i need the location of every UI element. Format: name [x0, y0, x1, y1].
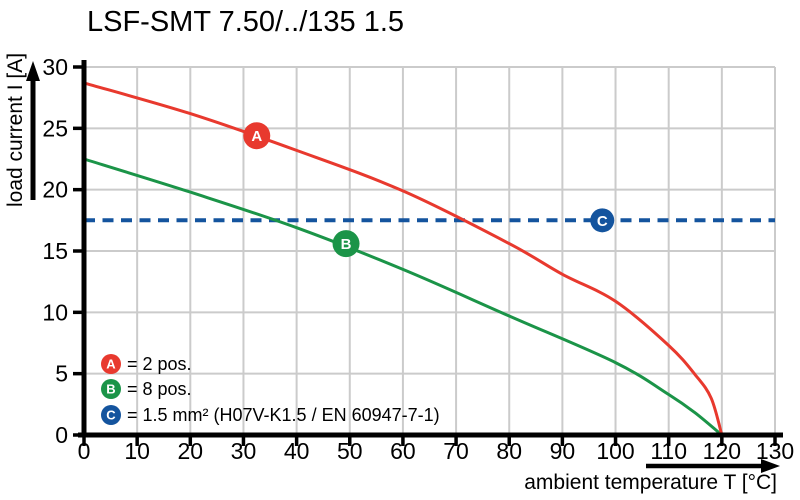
legend-label-c: = 1.5 mm² (H07V-K1.5 / EN 60947-7-1) [127, 405, 440, 425]
y-tick-label: 30 [42, 54, 68, 80]
tick-labels: 0 10 20 30 40 50 60 70 80 90 100 110 120 130051015202… [42, 54, 794, 464]
legend-item-c: C = 1.5 mm² (H07V-K1.5 / EN 60947-7-1) [101, 405, 440, 425]
x-tick-label: 70 [443, 438, 469, 464]
x-tick-label: 110 [650, 438, 687, 464]
x-tick-label: 120 [703, 438, 741, 464]
y-tick-label: 25 [42, 115, 68, 141]
y-tick-label: 20 [42, 177, 68, 203]
legend-label-a: = 2 pos. [127, 354, 192, 374]
legend-marker-c-letter: C [106, 408, 116, 423]
marker-c-letter: C [597, 213, 608, 230]
x-tick-label: 60 [390, 438, 416, 464]
marker-a-icon [243, 122, 271, 150]
legend: A = 2 pos. B = 8 pos. C = 1.5 mm² (H07V-… [101, 354, 440, 425]
legend-marker-a-icon [101, 354, 121, 374]
x-tick-label: 90 [550, 438, 576, 464]
legend-item-a: A = 2 pos. [101, 354, 192, 374]
page-title: LSF-SMT 7.50/../135 1.5 [87, 6, 405, 38]
marker-b-letter: B [341, 236, 352, 253]
y-tick-label: 5 [55, 361, 68, 387]
x-axis-arrow-icon [646, 459, 780, 473]
y-tick-label: 0 [55, 422, 68, 448]
x-tick-label: 40 [284, 438, 310, 464]
legend-label-b: = 8 pos. [127, 379, 192, 399]
x-tick-label: 100 [596, 438, 634, 464]
legend-marker-b-icon [101, 379, 121, 399]
gridlines [84, 66, 776, 435]
legend-marker-b-letter: B [106, 382, 115, 397]
legend-item-b: B = 8 pos. [101, 379, 192, 399]
curve-b [83, 157, 723, 437]
legend-marker-a-letter: A [106, 357, 116, 372]
x-tick-label: 30 [231, 438, 257, 464]
x-axis-title: ambient temperature T [°C] [524, 471, 777, 494]
curves [83, 81, 775, 437]
x-tick-label: 0 [78, 438, 91, 464]
y-tick-label: 15 [42, 238, 68, 264]
x-tick-label: 80 [496, 438, 522, 464]
axes [78, 60, 783, 438]
y-axis-arrow-icon [26, 61, 40, 200]
curve-a [83, 81, 724, 436]
x-tick-label: 20 [178, 438, 204, 464]
marker-c-icon [590, 208, 615, 233]
marker-a-letter: A [251, 128, 262, 145]
legend-marker-c-icon [101, 405, 121, 425]
x-tick-label: 50 [337, 438, 363, 464]
curve-markers: A B C [243, 122, 615, 258]
marker-b-icon [332, 230, 360, 258]
x-tick-label: 10 [124, 438, 150, 464]
y-axis-title: load current I [A] [4, 53, 27, 207]
y-tick-label: 10 [42, 299, 68, 325]
